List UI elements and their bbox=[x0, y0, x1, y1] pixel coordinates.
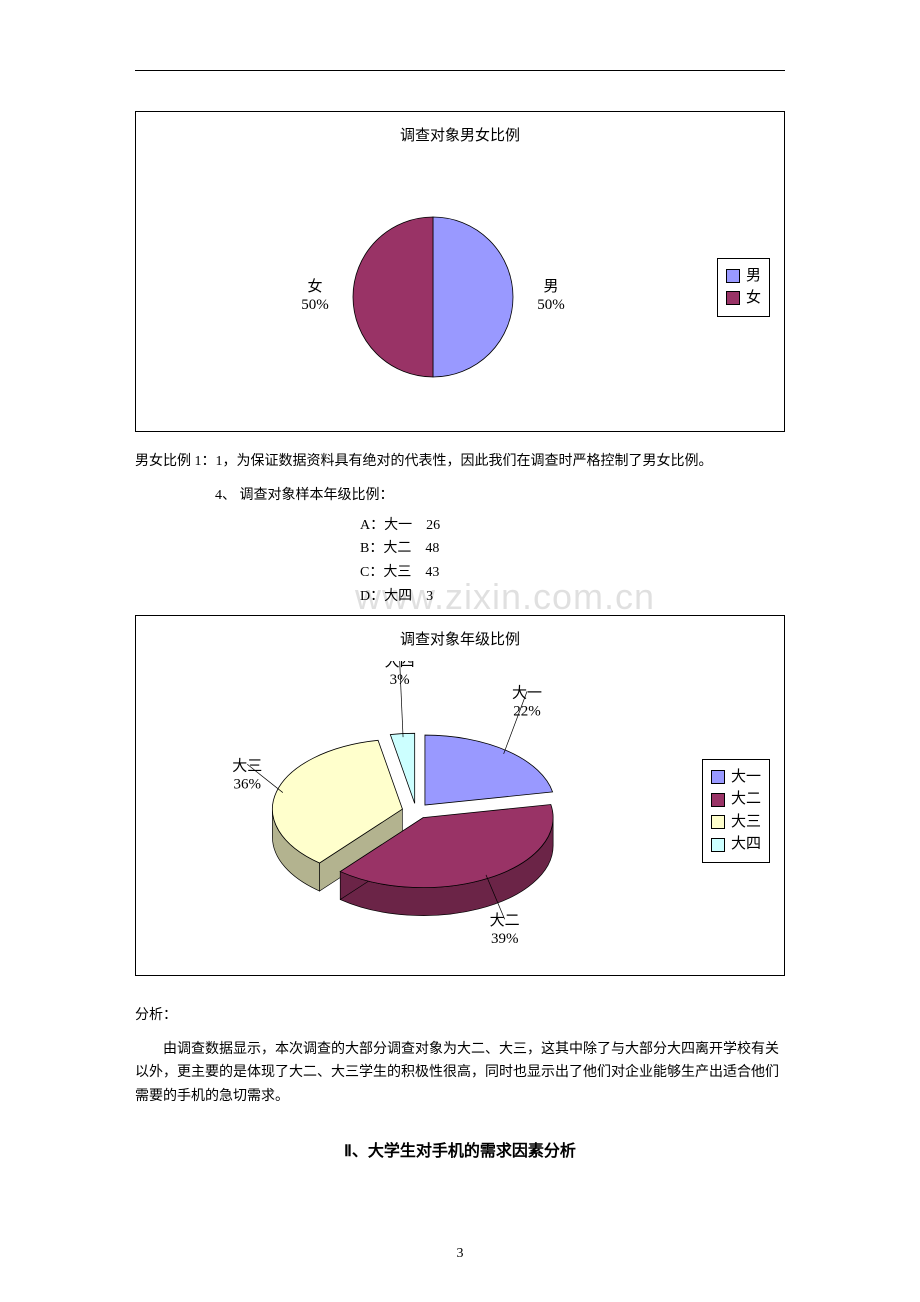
top-rule bbox=[135, 70, 785, 71]
legend-label: 大二 bbox=[731, 788, 761, 811]
slice-label: 大二 bbox=[490, 912, 520, 929]
legend-row: 大四 bbox=[711, 833, 761, 856]
grade-pie-chart: 调查对象年级比例 大一22%大二39%大三36%大四3% 大一大二大三大四 bbox=[135, 615, 785, 976]
section2-heading: Ⅱ、大学生对手机的需求因素分析 bbox=[135, 1137, 785, 1161]
text-after-chart1: 男女比例 1：1，为保证数据资料具有绝对的代表性，因此我们在调查时严格控制了男女… bbox=[135, 450, 785, 474]
legend-swatch bbox=[711, 838, 725, 852]
legend-label: 男 bbox=[746, 265, 761, 288]
gender-pie-chart: 调查对象男女比例 男50%女50% 男女 bbox=[135, 111, 785, 432]
chart1-legend: 男女 bbox=[717, 258, 770, 317]
chart2-title: 调查对象年级比例 bbox=[150, 628, 770, 649]
chart1-title: 调查对象男女比例 bbox=[150, 124, 770, 145]
slice-percent: 50% bbox=[302, 297, 330, 313]
chart1-svg: 男 50% 女 50% bbox=[223, 157, 643, 417]
legend-row: 大一 bbox=[711, 766, 761, 789]
legend-row: 大三 bbox=[711, 811, 761, 834]
pie-slice bbox=[353, 217, 433, 377]
grade-data-row: A：大一 26 bbox=[360, 514, 785, 538]
chart2-svg: 大一22%大二39%大三36%大四3% bbox=[206, 661, 646, 961]
chart2-body: 大一22%大二39%大三36%大四3% 大一大二大三大四 bbox=[150, 661, 770, 961]
grade-data-row: D：大四 3 bbox=[360, 585, 785, 609]
legend-label: 大三 bbox=[731, 811, 761, 834]
analysis-body: 由调查数据显示，本次调查的大部分调查对象为大二、大三，这其中除了与大部分大四离开… bbox=[135, 1038, 785, 1109]
legend-label: 大一 bbox=[731, 766, 761, 789]
legend-swatch bbox=[711, 770, 725, 784]
document-page: 调查对象男女比例 男50%女50% 男女 男女比例 1：1，为保证数据资料具有绝… bbox=[0, 0, 920, 1302]
legend-row: 大二 bbox=[711, 788, 761, 811]
slice-label: 女 bbox=[308, 277, 323, 295]
grade-data-row: C：大三 43 bbox=[360, 561, 785, 585]
slice-percent: 36% bbox=[233, 776, 261, 792]
grade-data-list: www.zixin.com.cn A：大一 26B：大二 48C：大三 43D：… bbox=[360, 514, 785, 609]
chart1-body: 男50%女50% 男女 bbox=[150, 157, 770, 417]
legend-swatch bbox=[726, 291, 740, 305]
legend-swatch bbox=[726, 269, 740, 283]
legend-swatch bbox=[711, 793, 725, 807]
analysis-heading: 分析： bbox=[135, 1004, 785, 1028]
slice-label: 大三 bbox=[232, 757, 262, 774]
page-number: 3 bbox=[0, 1246, 920, 1262]
slice-label: 大一 bbox=[512, 684, 542, 701]
legend-label: 女 bbox=[746, 287, 761, 310]
pie-slice bbox=[433, 217, 513, 377]
slice-percent: 3% bbox=[390, 672, 410, 688]
slice-percent: 50% bbox=[538, 297, 566, 313]
legend-row: 男 bbox=[726, 265, 761, 288]
legend-swatch bbox=[711, 815, 725, 829]
legend-label: 大四 bbox=[731, 833, 761, 856]
chart2-canvas: 大一22%大二39%大三36%大四3% bbox=[150, 661, 702, 961]
grade-data-row: B：大二 48 bbox=[360, 537, 785, 561]
chart1-canvas: 男 50% 女 50% bbox=[150, 157, 717, 417]
legend-row: 女 bbox=[726, 287, 761, 310]
pie-slice bbox=[425, 735, 553, 805]
chart2-legend: 大一大二大三大四 bbox=[702, 759, 770, 863]
grade-list-heading: 4、 调查对象样本年级比例： bbox=[215, 484, 785, 508]
slice-label: 男 bbox=[544, 279, 559, 295]
slice-percent: 39% bbox=[491, 931, 519, 947]
